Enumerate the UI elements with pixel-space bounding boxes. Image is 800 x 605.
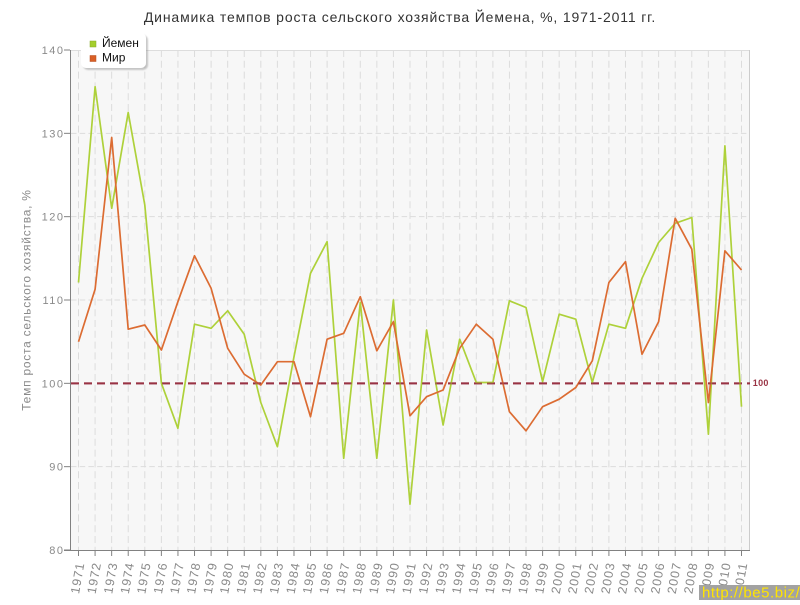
svg-text:1989: 1989 (366, 561, 385, 595)
svg-text:1991: 1991 (400, 561, 419, 595)
svg-text:1975: 1975 (134, 561, 153, 595)
svg-text:1999: 1999 (532, 561, 551, 595)
svg-text:Йемен: Йемен (102, 35, 139, 50)
svg-text:1996: 1996 (483, 561, 502, 595)
svg-text:1974: 1974 (118, 561, 137, 595)
svg-text:1997: 1997 (499, 561, 518, 595)
svg-text:2006: 2006 (648, 561, 667, 595)
svg-text:1971: 1971 (68, 561, 87, 595)
svg-text:1980: 1980 (217, 561, 236, 595)
svg-text:1994: 1994 (449, 561, 468, 595)
svg-text:110: 110 (42, 295, 64, 307)
svg-text:http://be5.biz/: http://be5.biz/ (702, 585, 800, 601)
svg-text:140: 140 (42, 45, 65, 57)
svg-text:1978: 1978 (184, 561, 203, 595)
svg-text:1979: 1979 (201, 561, 220, 595)
svg-text:1998: 1998 (516, 561, 535, 595)
svg-text:1973: 1973 (101, 561, 120, 595)
svg-text:1985: 1985 (300, 561, 319, 595)
svg-text:2005: 2005 (632, 561, 651, 595)
svg-text:1972: 1972 (85, 561, 104, 595)
svg-text:Мир: Мир (102, 51, 126, 65)
svg-text:2008: 2008 (681, 561, 700, 595)
svg-text:2001: 2001 (565, 561, 584, 595)
svg-text:1987: 1987 (333, 561, 352, 595)
svg-text:1990: 1990 (383, 561, 402, 595)
svg-text:1993: 1993 (433, 561, 452, 595)
svg-text:2002: 2002 (582, 561, 601, 595)
svg-text:80: 80 (49, 545, 64, 557)
svg-text:1976: 1976 (151, 561, 170, 595)
svg-text:Темп роста сельского хозяйства: Темп роста сельского хозяйства, % (20, 189, 34, 410)
svg-text:1986: 1986 (317, 561, 336, 595)
svg-text:120: 120 (42, 212, 65, 224)
svg-text:1992: 1992 (416, 561, 435, 595)
svg-text:Динамика темпов роста сельског: Динамика темпов роста сельского хозяйств… (144, 8, 656, 25)
svg-text:1988: 1988 (350, 561, 369, 595)
svg-text:2004: 2004 (615, 561, 634, 595)
svg-text:1977: 1977 (168, 561, 187, 595)
svg-text:1982: 1982 (250, 561, 269, 595)
svg-text:100: 100 (42, 378, 65, 390)
svg-text:2000: 2000 (549, 561, 568, 595)
svg-text:100: 100 (753, 378, 769, 388)
svg-text:130: 130 (42, 128, 65, 140)
svg-text:1983: 1983 (267, 561, 286, 595)
svg-text:2007: 2007 (665, 561, 684, 595)
svg-text:1984: 1984 (284, 561, 303, 595)
svg-text:90: 90 (49, 462, 64, 474)
svg-text:2003: 2003 (599, 561, 618, 595)
svg-text:1981: 1981 (234, 561, 253, 595)
svg-text:1995: 1995 (466, 561, 485, 595)
